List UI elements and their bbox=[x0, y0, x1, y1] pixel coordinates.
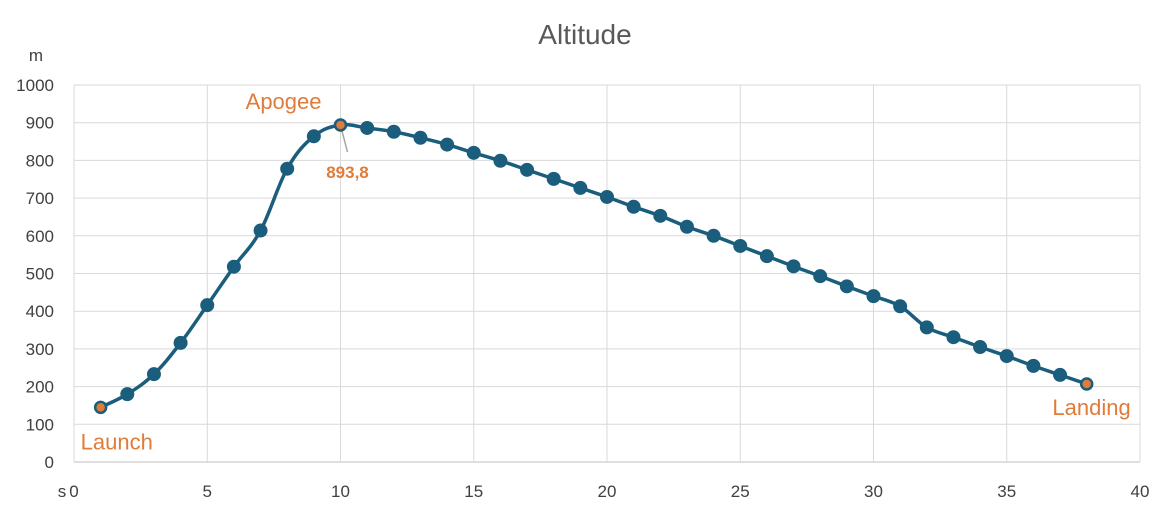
data-point bbox=[1026, 358, 1041, 373]
data-point bbox=[306, 129, 321, 144]
data-points bbox=[93, 118, 1094, 415]
y-tick-label: 100 bbox=[26, 415, 54, 434]
data-point bbox=[520, 162, 535, 177]
x-tick-label: 30 bbox=[864, 482, 883, 501]
data-point bbox=[759, 249, 774, 264]
data-point bbox=[653, 208, 668, 223]
x-tick-label: 5 bbox=[203, 482, 212, 501]
data-point bbox=[440, 137, 455, 152]
y-tick-label: 800 bbox=[26, 151, 54, 170]
y-axis-ticks: 0 100 200 300 400 500 600 700 800 900 1000 bbox=[16, 76, 54, 472]
data-point bbox=[493, 153, 508, 168]
data-point bbox=[173, 335, 188, 350]
y-tick-label: 300 bbox=[26, 340, 54, 359]
data-point-highlight bbox=[93, 400, 108, 415]
data-point bbox=[200, 298, 215, 313]
data-point bbox=[919, 320, 934, 335]
x-tick-label: 35 bbox=[997, 482, 1016, 501]
y-tick-label: 500 bbox=[26, 265, 54, 284]
y-tick-label: 700 bbox=[26, 189, 54, 208]
annotation-launch: Launch bbox=[81, 429, 153, 454]
data-point bbox=[546, 171, 561, 186]
data-point bbox=[866, 289, 881, 304]
y-tick-label: 200 bbox=[26, 378, 54, 397]
data-point bbox=[813, 269, 828, 284]
data-point bbox=[973, 340, 988, 355]
y-tick-label: 600 bbox=[26, 227, 54, 246]
data-point bbox=[679, 219, 694, 234]
x-axis-unit: s bbox=[58, 482, 67, 501]
data-label-apogee: 893,8 bbox=[326, 163, 369, 182]
annotation-landing: Landing bbox=[1052, 395, 1130, 420]
x-tick-label: 25 bbox=[731, 482, 750, 501]
chart-title: Altitude bbox=[538, 19, 631, 50]
data-point bbox=[413, 130, 428, 145]
data-point bbox=[706, 228, 721, 243]
data-point bbox=[386, 124, 401, 139]
x-tick-label: 10 bbox=[331, 482, 350, 501]
data-point bbox=[226, 259, 241, 274]
data-point bbox=[733, 238, 748, 253]
data-point bbox=[893, 299, 908, 314]
y-tick-label: 400 bbox=[26, 302, 54, 321]
annotation-apogee: Apogee bbox=[246, 89, 322, 114]
apogee-leader-line bbox=[340, 128, 349, 153]
y-axis-unit: m bbox=[29, 46, 43, 65]
altitude-line bbox=[99, 122, 1088, 409]
data-point bbox=[786, 259, 801, 274]
data-point bbox=[600, 189, 614, 204]
data-point bbox=[839, 279, 854, 294]
data-point bbox=[946, 330, 961, 345]
data-point bbox=[146, 367, 161, 382]
data-point bbox=[466, 145, 481, 160]
y-tick-label: 900 bbox=[26, 114, 54, 133]
data-point bbox=[626, 199, 641, 214]
x-tick-label: 20 bbox=[598, 482, 617, 501]
data-point bbox=[253, 223, 268, 238]
gridlines bbox=[73, 84, 1141, 463]
data-point bbox=[280, 161, 295, 176]
data-point bbox=[573, 180, 588, 195]
data-point bbox=[999, 349, 1014, 364]
x-axis-ticks: 0 5 10 15 20 25 30 35 40 bbox=[69, 482, 1149, 501]
x-tick-label: 40 bbox=[1131, 482, 1150, 501]
data-point-highlight bbox=[333, 118, 348, 132]
data-point bbox=[360, 120, 375, 135]
data-point-highlight bbox=[1079, 377, 1094, 391]
x-tick-label: 0 bbox=[69, 482, 78, 501]
y-tick-label: 0 bbox=[45, 453, 54, 472]
y-tick-label: 1000 bbox=[16, 76, 54, 95]
x-tick-label: 15 bbox=[464, 482, 483, 501]
data-point bbox=[120, 387, 135, 402]
data-point bbox=[1053, 367, 1068, 382]
